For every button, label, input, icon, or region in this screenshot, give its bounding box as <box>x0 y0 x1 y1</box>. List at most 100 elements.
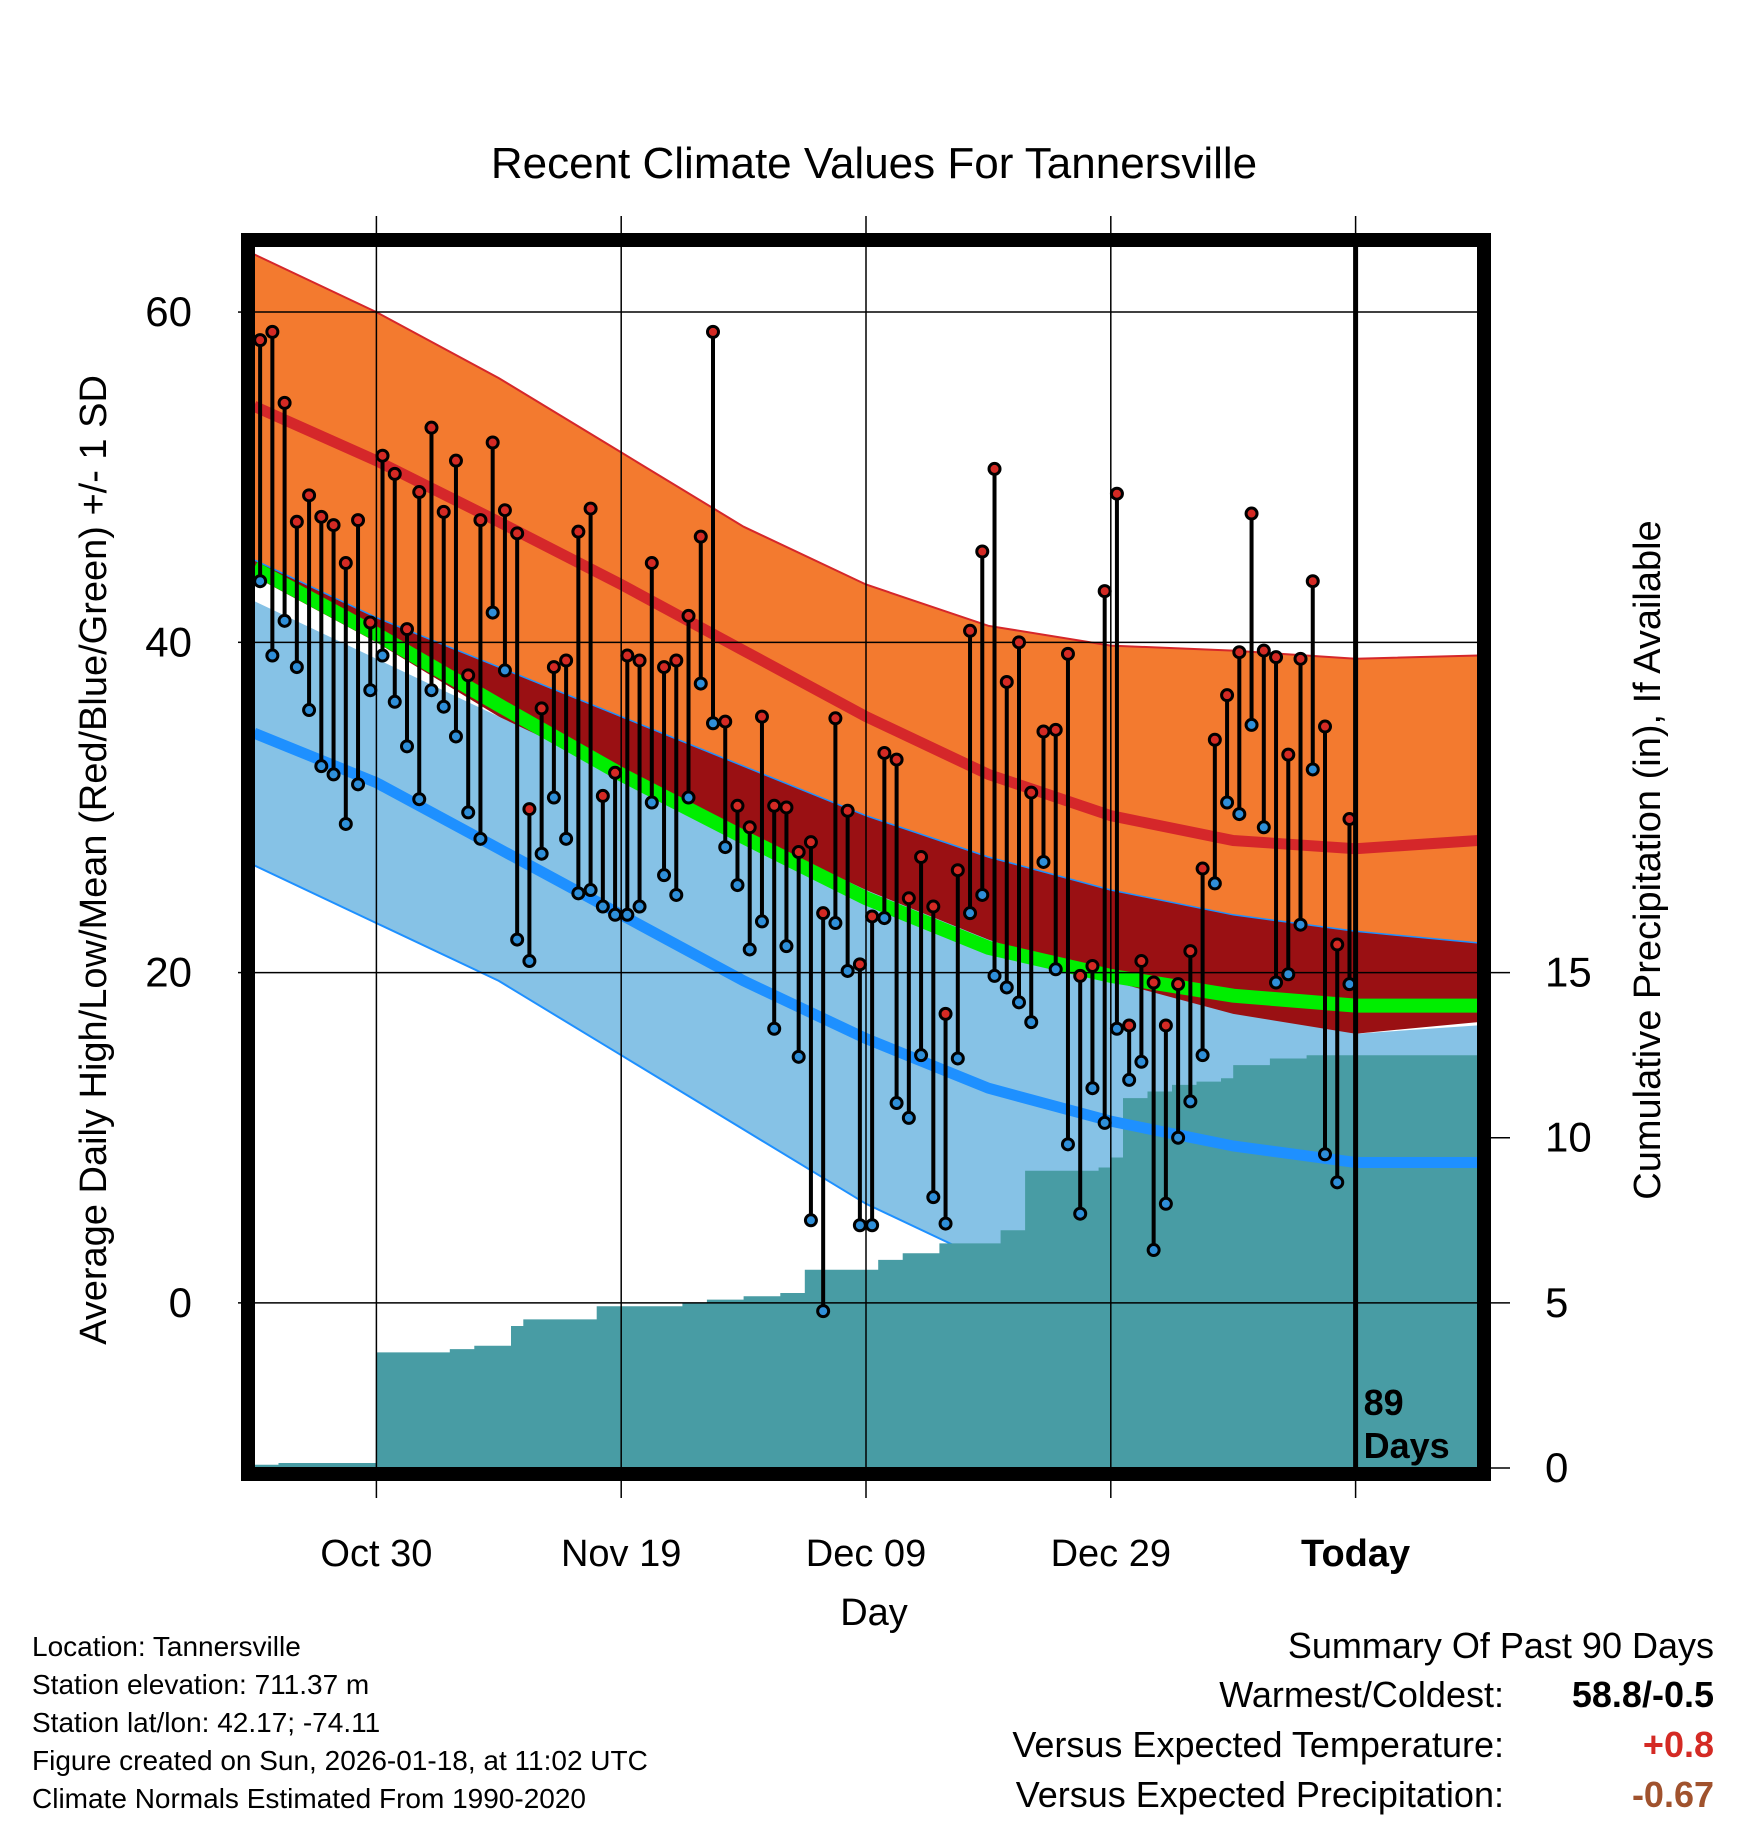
high-point <box>1220 688 1235 703</box>
chart-title: Recent Climate Values For Tannersville <box>491 139 1257 188</box>
low-point <box>1232 807 1247 822</box>
low-point <box>289 660 304 675</box>
precip-area <box>254 1055 1478 1468</box>
high-point <box>351 513 366 528</box>
high-point <box>1232 645 1247 660</box>
y-tick-label: 20 <box>145 949 192 996</box>
high-point <box>669 653 684 668</box>
low-point <box>767 1021 782 1036</box>
mean-sd-band <box>254 559 1478 1034</box>
low-point <box>999 980 1014 995</box>
y-tick-label: 0 <box>169 1279 192 1326</box>
low-point <box>461 805 476 820</box>
high-point <box>754 709 769 724</box>
high-point <box>436 504 451 519</box>
low-point <box>632 899 647 914</box>
low-point <box>497 663 512 678</box>
low-point <box>1318 1147 1332 1162</box>
low-point <box>1330 1175 1345 1190</box>
low-point <box>608 907 623 922</box>
low-point <box>436 699 451 714</box>
high-point <box>412 485 427 500</box>
high-point <box>277 395 292 410</box>
summary-panel: Summary Of Past 90 Days Warmest/Coldest:… <box>1012 1622 1714 1820</box>
high-point <box>571 524 586 539</box>
high-point <box>657 660 672 675</box>
high-point <box>975 544 990 559</box>
low-point <box>1134 1054 1149 1069</box>
low-point <box>363 683 378 698</box>
low-point <box>1012 995 1026 1010</box>
low-point <box>595 899 610 914</box>
high-point <box>289 514 304 529</box>
low-point <box>865 1218 880 1233</box>
low-point <box>914 1048 929 1063</box>
high-point <box>1109 486 1124 501</box>
summary-precip-value: -0.67 <box>1631 1774 1714 1815</box>
x-axis-label: Day <box>840 1592 908 1634</box>
low-point <box>1085 1081 1100 1096</box>
low-point <box>314 759 329 774</box>
high-point <box>448 453 463 468</box>
low-point <box>1171 1130 1186 1145</box>
low-point <box>571 886 586 901</box>
high-point <box>1146 975 1161 990</box>
summary-warmest-row: Warmest/Coldest: 58.8/-0.5 <box>1012 1670 1714 1720</box>
high-point <box>1269 650 1284 665</box>
low-point <box>706 716 720 731</box>
summary-warmest-label: Warmest/Coldest: <box>1219 1674 1504 1715</box>
low-point <box>693 676 708 691</box>
high-point <box>1122 1018 1137 1033</box>
high-point <box>803 835 818 850</box>
low-point <box>1024 1015 1039 1030</box>
low-point <box>375 648 390 663</box>
low-point <box>351 777 366 792</box>
high-point <box>546 660 561 675</box>
high-point <box>608 765 623 780</box>
high-point <box>1036 724 1051 739</box>
high-point <box>963 623 978 638</box>
high-point <box>583 501 598 516</box>
low-point <box>803 1213 818 1228</box>
high-point <box>1293 651 1308 666</box>
high-point <box>254 333 268 348</box>
low-point <box>1195 1048 1210 1063</box>
high-point <box>865 909 880 924</box>
high-point <box>1305 574 1320 589</box>
low-point <box>387 694 402 709</box>
low-point <box>1097 1115 1112 1130</box>
high-point <box>877 745 892 760</box>
low-point <box>816 1304 831 1319</box>
high-point <box>730 798 745 813</box>
high-point <box>1183 944 1198 959</box>
low-point <box>877 911 892 926</box>
y2-tick-label: 10 <box>1545 1114 1592 1161</box>
summary-temp-value: +0.8 <box>1642 1724 1714 1765</box>
low-point <box>1048 962 1063 977</box>
low-point <box>791 1049 806 1064</box>
low-point <box>302 703 317 718</box>
summary-title: Summary Of Past 90 Days <box>1287 1625 1714 1666</box>
low-point <box>754 914 769 929</box>
y2-tick-label: 15 <box>1545 949 1592 996</box>
low-point <box>559 831 574 846</box>
high-point <box>375 448 390 463</box>
high-point <box>1060 646 1075 661</box>
high-point <box>510 526 525 541</box>
high-point <box>473 513 488 528</box>
high-point <box>706 324 720 339</box>
high-point <box>1318 719 1332 734</box>
low-point <box>1073 1206 1088 1221</box>
low-point <box>987 968 1002 983</box>
low-point <box>889 1096 904 1111</box>
x-tick-label: Today <box>1301 1533 1410 1575</box>
high-point <box>1171 977 1186 992</box>
high-point <box>534 701 549 716</box>
days-unit-label: Days <box>1364 1425 1450 1466</box>
low-point <box>1244 717 1259 732</box>
low-point <box>828 916 843 931</box>
high-point <box>779 800 794 815</box>
